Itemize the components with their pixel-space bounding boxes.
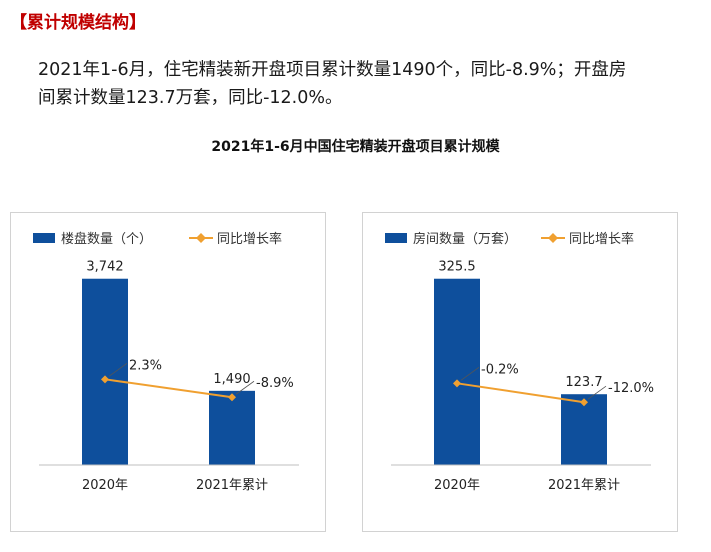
bar-0 <box>82 278 128 465</box>
growth-value-label-0: -0.2% <box>481 362 519 377</box>
growth-leader-1 <box>235 380 255 395</box>
growth-point-0 <box>101 375 109 384</box>
summary-line-2: 间累计数量123.7万套，同比-12.0%。 <box>38 88 343 108</box>
growth-value-label-1: -12.0% <box>608 381 654 396</box>
category-label-0: 2020年 <box>82 478 128 493</box>
summary-line-1: 2021年1-6月，住宅精装新开盘项目累计数量1490个，同比-8.9%；开盘房 <box>38 60 627 80</box>
chart-panel-rooms: 房间数量（万套） 同比增长率 325.5 123.7 2020年 2021年累计 -0.2%… <box>362 212 678 532</box>
growth-line <box>456 382 585 404</box>
summary-text: 2021年1-6月，住宅精装新开盘项目累计数量1490个，同比-8.9%；开盘房… <box>38 56 688 112</box>
legend-bar-swatch <box>33 233 55 243</box>
bar-value-label-0: 3,742 <box>86 260 123 275</box>
bar-value-label-0: 325.5 <box>438 260 475 275</box>
legend-bar-label: 楼盘数量（个） <box>61 231 152 247</box>
category-label-1: 2021年累计 <box>548 478 620 493</box>
category-label-0: 2020年 <box>434 478 480 493</box>
legend-bar-label: 房间数量（万套） <box>413 231 517 247</box>
bar-1 <box>209 390 255 465</box>
chart-projects: 楼盘数量（个） 同比增长率 3,742 1,490 2020年 2021年累计 2.3% -8… <box>33 231 299 493</box>
legend-line-label: 同比增长率 <box>217 231 282 247</box>
legend-bar-swatch <box>385 233 407 243</box>
section-tag: 【累计规模结构】 <box>10 13 146 33</box>
category-label-1: 2021年累计 <box>196 478 268 493</box>
legend-line-label: 同比增长率 <box>569 231 634 247</box>
growth-value-label-0: 2.3% <box>129 358 162 373</box>
growth-value-label-1: -8.9% <box>256 376 294 391</box>
legend-line-marker <box>196 233 206 243</box>
growth-leader-1 <box>587 385 607 400</box>
chart-rooms: 房间数量（万套） 同比增长率 325.5 123.7 2020年 2021年累计 -0.2%… <box>385 231 654 493</box>
growth-point-1 <box>580 398 588 407</box>
growth-point-1 <box>228 393 236 402</box>
legend-line-marker <box>548 233 558 243</box>
bar-value-label-1: 123.7 <box>565 375 602 390</box>
bar-value-label-1: 1,490 <box>213 372 250 387</box>
growth-line <box>104 378 233 399</box>
chart-title: 2021年1-6月中国住宅精装开盘项目累计规模 <box>211 139 500 155</box>
growth-point-0 <box>453 379 461 388</box>
growth-leader-0 <box>460 366 480 381</box>
growth-leader-0 <box>108 362 128 377</box>
chart-panel-projects: 楼盘数量（个） 同比增长率 3,742 1,490 2020年 2021年累计 2.3% -8… <box>10 212 326 532</box>
